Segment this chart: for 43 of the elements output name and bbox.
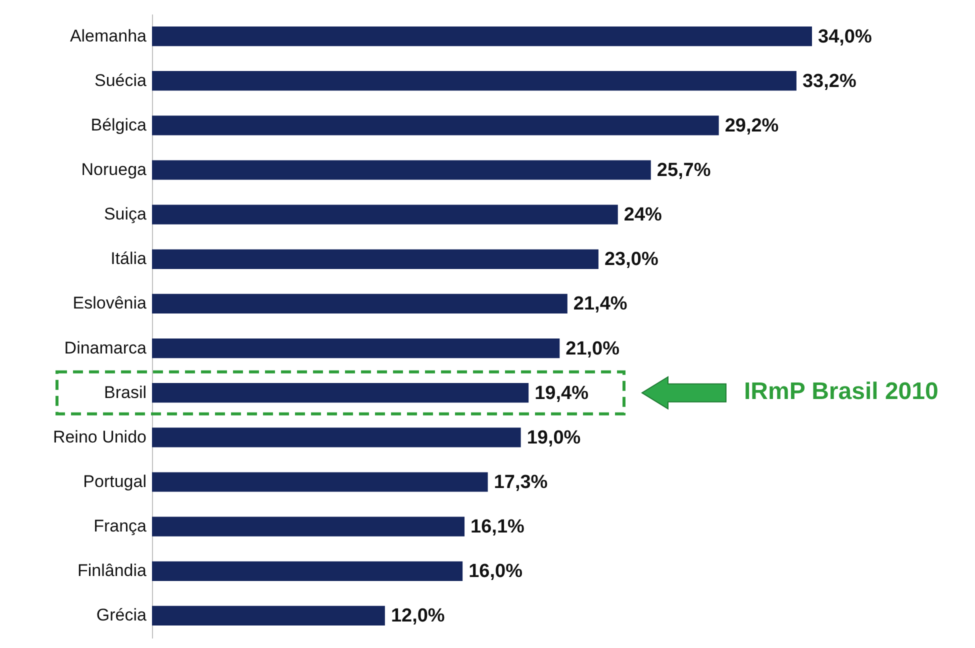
y-tick-label: Dinamarca [64,338,148,358]
bar [152,71,796,91]
data-label: 33,2% [802,70,856,92]
data-label: 21,0% [566,338,620,360]
data-label: 34,0% [818,26,872,48]
data-label: 17,3% [494,472,548,493]
data-label: 29,2% [724,115,779,136]
y-tick-label: Eslovênia [72,294,148,313]
data-label: 24% [624,204,662,226]
bar [152,383,529,403]
bar [152,249,598,269]
data-label: 19,0% [526,427,581,448]
y-tick-label: Brasil [104,382,146,402]
y-tick-label: Finlândia [78,561,148,580]
bar [152,116,719,136]
data-label: 16,1% [470,516,525,538]
y-tick-label: Noruega [81,160,148,179]
y-tick-label: Alemanha [70,26,148,46]
bar [152,428,521,448]
data-label: 19,4% [534,382,589,404]
y-tick-label: Bélgica [90,115,148,134]
bar [152,204,618,224]
bar [152,294,568,314]
y-tick-label: Grécia [96,606,148,625]
annotation: IRmP Brasil 2010 [744,378,938,406]
data-label: 16,0% [468,561,523,582]
bar [152,338,560,358]
bar [152,606,385,626]
bar [152,561,463,581]
y-tick-label: Suiça [104,204,148,224]
bar [152,160,651,180]
data-label: 25,7% [656,160,711,181]
data-label: 12,0% [390,606,445,627]
bar [152,26,812,46]
y-tick-label: Portugal [83,472,146,491]
y-tick-label: Suécia [94,70,148,90]
bar [152,472,488,492]
y-tick-label: Reino Unido [52,427,146,446]
y-tick-label: Itália [110,249,148,268]
y-tick-label: França [94,516,148,536]
data-label: 23,0% [604,249,658,270]
data-label: 21,4% [573,294,628,315]
bar [152,516,465,536]
